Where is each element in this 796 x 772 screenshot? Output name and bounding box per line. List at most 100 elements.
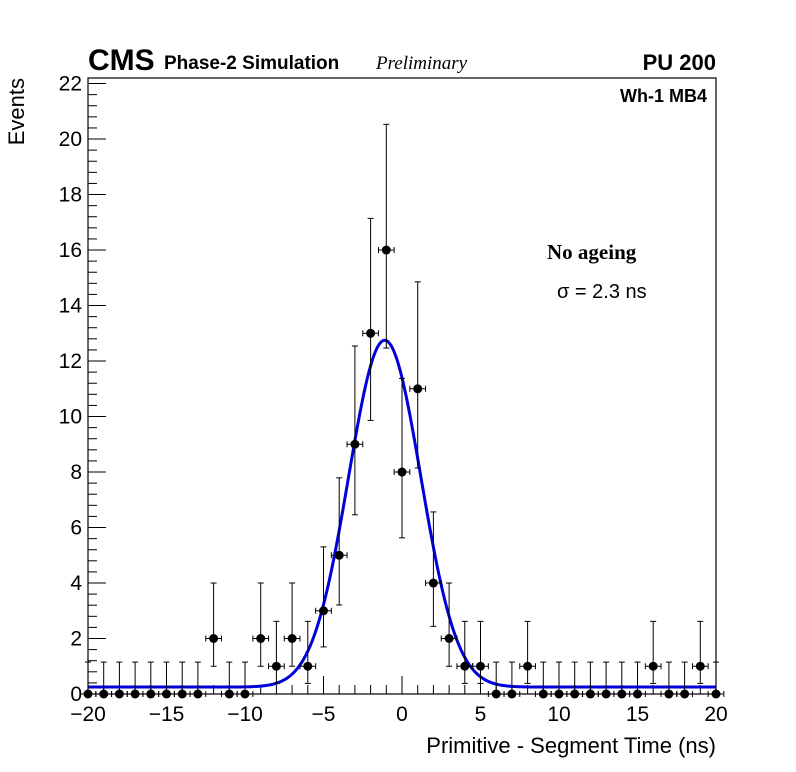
data-marker bbox=[146, 689, 156, 699]
x-tick-label: 10 bbox=[547, 703, 570, 726]
data-point bbox=[629, 661, 646, 699]
data-point bbox=[440, 582, 458, 667]
data-points bbox=[79, 123, 725, 699]
pileup-label: PU 200 bbox=[643, 50, 716, 75]
data-point bbox=[95, 661, 113, 699]
y-tick-label: 10 bbox=[59, 406, 82, 429]
y-tick-label: 8 bbox=[70, 461, 82, 484]
data-marker bbox=[617, 689, 627, 699]
data-point bbox=[299, 620, 317, 684]
y-tick-label: 0 bbox=[70, 683, 82, 706]
status-label: Preliminary bbox=[375, 53, 468, 74]
data-marker bbox=[209, 634, 219, 644]
data-marker bbox=[648, 661, 658, 671]
data-point bbox=[362, 217, 379, 421]
data-marker bbox=[554, 689, 564, 699]
data-point bbox=[676, 661, 693, 699]
data-point bbox=[315, 546, 332, 648]
data-marker bbox=[366, 328, 376, 338]
data-point bbox=[205, 582, 222, 667]
data-point bbox=[220, 661, 238, 699]
annotation-title: No ageing bbox=[547, 240, 637, 264]
x-tick-label: 5 bbox=[475, 703, 487, 726]
y-tick-label: 16 bbox=[59, 239, 82, 262]
x-tick-label: 20 bbox=[704, 703, 727, 726]
data-point bbox=[142, 661, 160, 699]
data-point bbox=[173, 661, 191, 699]
y-tick-label: 18 bbox=[59, 184, 82, 207]
data-marker bbox=[177, 689, 187, 699]
data-marker bbox=[460, 661, 470, 671]
data-point bbox=[409, 281, 427, 469]
data-point bbox=[236, 661, 254, 699]
y-tick-label: 14 bbox=[59, 295, 83, 318]
fit-layer bbox=[88, 338, 716, 689]
y-tick-label: 6 bbox=[70, 517, 82, 540]
x-tick-label: 0 bbox=[396, 703, 408, 726]
data-marker bbox=[381, 245, 391, 255]
data-point bbox=[472, 620, 489, 684]
data-point bbox=[487, 661, 505, 699]
data-point bbox=[644, 620, 662, 684]
data-point bbox=[126, 661, 144, 699]
data-marker bbox=[570, 689, 580, 699]
region-label: Wh-1 MB4 bbox=[620, 86, 707, 106]
data-marker bbox=[585, 689, 595, 699]
data-point bbox=[268, 620, 285, 684]
x-tick-label: 15 bbox=[626, 703, 649, 726]
data-point bbox=[691, 620, 709, 684]
x-tick-labels: −20 −15 −10 −5 0 5 10 15 20 bbox=[70, 703, 727, 726]
data-point bbox=[597, 661, 615, 699]
x-tick-label: −5 bbox=[312, 703, 336, 726]
data-point bbox=[283, 582, 301, 667]
data-marker bbox=[114, 689, 124, 699]
data-marker bbox=[319, 606, 328, 616]
data-point bbox=[613, 661, 631, 699]
data-point bbox=[111, 661, 128, 699]
data-marker bbox=[680, 689, 690, 699]
data-point bbox=[519, 620, 536, 684]
data-point bbox=[79, 661, 97, 699]
x-tick-label: −10 bbox=[227, 703, 263, 726]
data-point bbox=[425, 511, 442, 627]
data-point bbox=[660, 661, 678, 699]
data-point bbox=[252, 582, 270, 667]
data-marker bbox=[538, 689, 548, 699]
y-tick-label: 4 bbox=[70, 572, 82, 595]
data-marker bbox=[334, 550, 344, 560]
data-marker bbox=[130, 689, 140, 699]
data-marker bbox=[711, 689, 721, 699]
x-tick-label: −20 bbox=[70, 703, 106, 726]
annotation-sigma: σ = 2.3 ns bbox=[557, 281, 647, 303]
data-marker bbox=[287, 634, 297, 644]
data-marker bbox=[428, 578, 438, 588]
data-marker bbox=[162, 689, 171, 699]
experiment-label: CMS bbox=[88, 44, 155, 77]
y-axis-title: Events bbox=[4, 78, 29, 145]
data-point bbox=[456, 620, 474, 684]
fit-curve bbox=[88, 338, 716, 689]
data-marker bbox=[193, 689, 203, 699]
data-marker bbox=[633, 689, 642, 699]
data-point bbox=[189, 661, 207, 699]
data-marker bbox=[476, 661, 485, 671]
data-marker bbox=[350, 439, 360, 449]
subtitle-label: Phase-2 Simulation bbox=[164, 53, 339, 74]
data-point bbox=[330, 477, 348, 606]
data-point bbox=[534, 661, 552, 699]
data-marker bbox=[240, 689, 250, 699]
data-marker bbox=[256, 634, 266, 644]
data-marker bbox=[271, 661, 281, 671]
y-tick-label: 2 bbox=[70, 628, 82, 651]
y-tick-label: 20 bbox=[59, 128, 82, 151]
data-point bbox=[707, 661, 725, 699]
y-tick-label: 12 bbox=[59, 350, 82, 373]
data-point bbox=[566, 661, 584, 699]
data-marker bbox=[491, 689, 501, 699]
data-marker bbox=[397, 467, 407, 477]
data-marker bbox=[413, 384, 423, 394]
data-point bbox=[158, 661, 175, 699]
data-point bbox=[582, 661, 599, 699]
data-point bbox=[377, 123, 395, 349]
y-tick-labels: 0 2 4 6 8 10 12 14 16 18 20 22 bbox=[59, 73, 83, 706]
